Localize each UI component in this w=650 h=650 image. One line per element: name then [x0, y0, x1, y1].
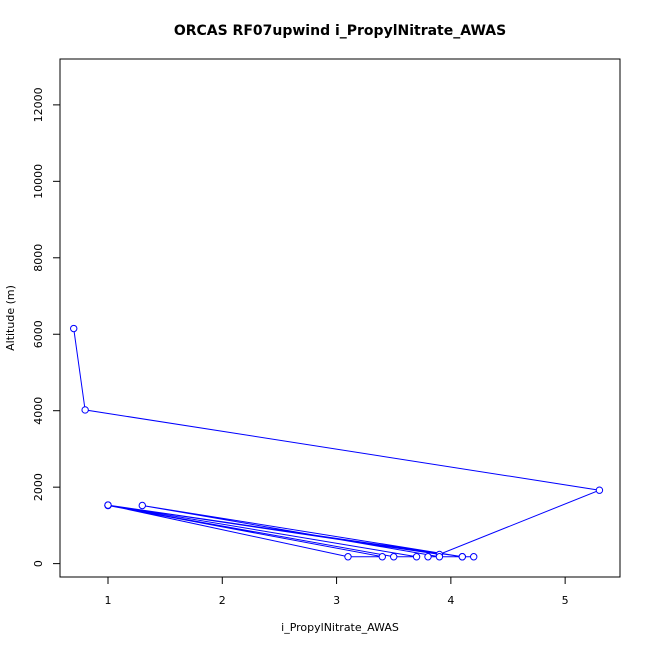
data-point [458, 553, 466, 561]
plot-frame [59, 58, 621, 578]
x-tick-label: 3 [333, 594, 340, 607]
x-tick-label: 4 [447, 594, 454, 607]
chart-title: ORCAS RF07upwind i_PropylNitrate_AWAS [174, 23, 506, 39]
y-tick-label: 2000 [32, 473, 45, 501]
y-tick-label: 6000 [32, 320, 45, 348]
y-tick-label: 8000 [32, 244, 45, 272]
y-tick-label: 4000 [32, 397, 45, 425]
data-point [595, 486, 604, 494]
data-point [435, 553, 444, 561]
data-point [412, 553, 421, 561]
data-point [344, 553, 352, 561]
y-tick-label: 12000 [32, 87, 45, 122]
y-tick-label: 0 [32, 560, 45, 567]
x-axis: 1 2 3 4 5 [105, 576, 569, 607]
y-axis-label: Altitude (m) [4, 285, 17, 351]
series-line [73, 328, 602, 558]
y-tick-label: 10000 [32, 164, 45, 199]
data-point [378, 553, 386, 561]
data-point [70, 324, 78, 333]
x-tick-label: 2 [219, 594, 226, 607]
x-tick-label: 1 [105, 594, 112, 607]
data-point [81, 406, 89, 414]
data-point [104, 501, 112, 509]
x-tick-label: 5 [562, 594, 569, 607]
data-point [390, 553, 398, 561]
series-markers [70, 324, 604, 561]
x-axis-label: i_PropylNitrate_AWAS [281, 621, 399, 634]
data-point [470, 553, 478, 561]
data-point [424, 553, 432, 561]
data-point [138, 501, 146, 510]
plot-area [70, 324, 604, 561]
y-axis: 0 2000 4000 6000 8000 10000 12000 [32, 87, 61, 567]
